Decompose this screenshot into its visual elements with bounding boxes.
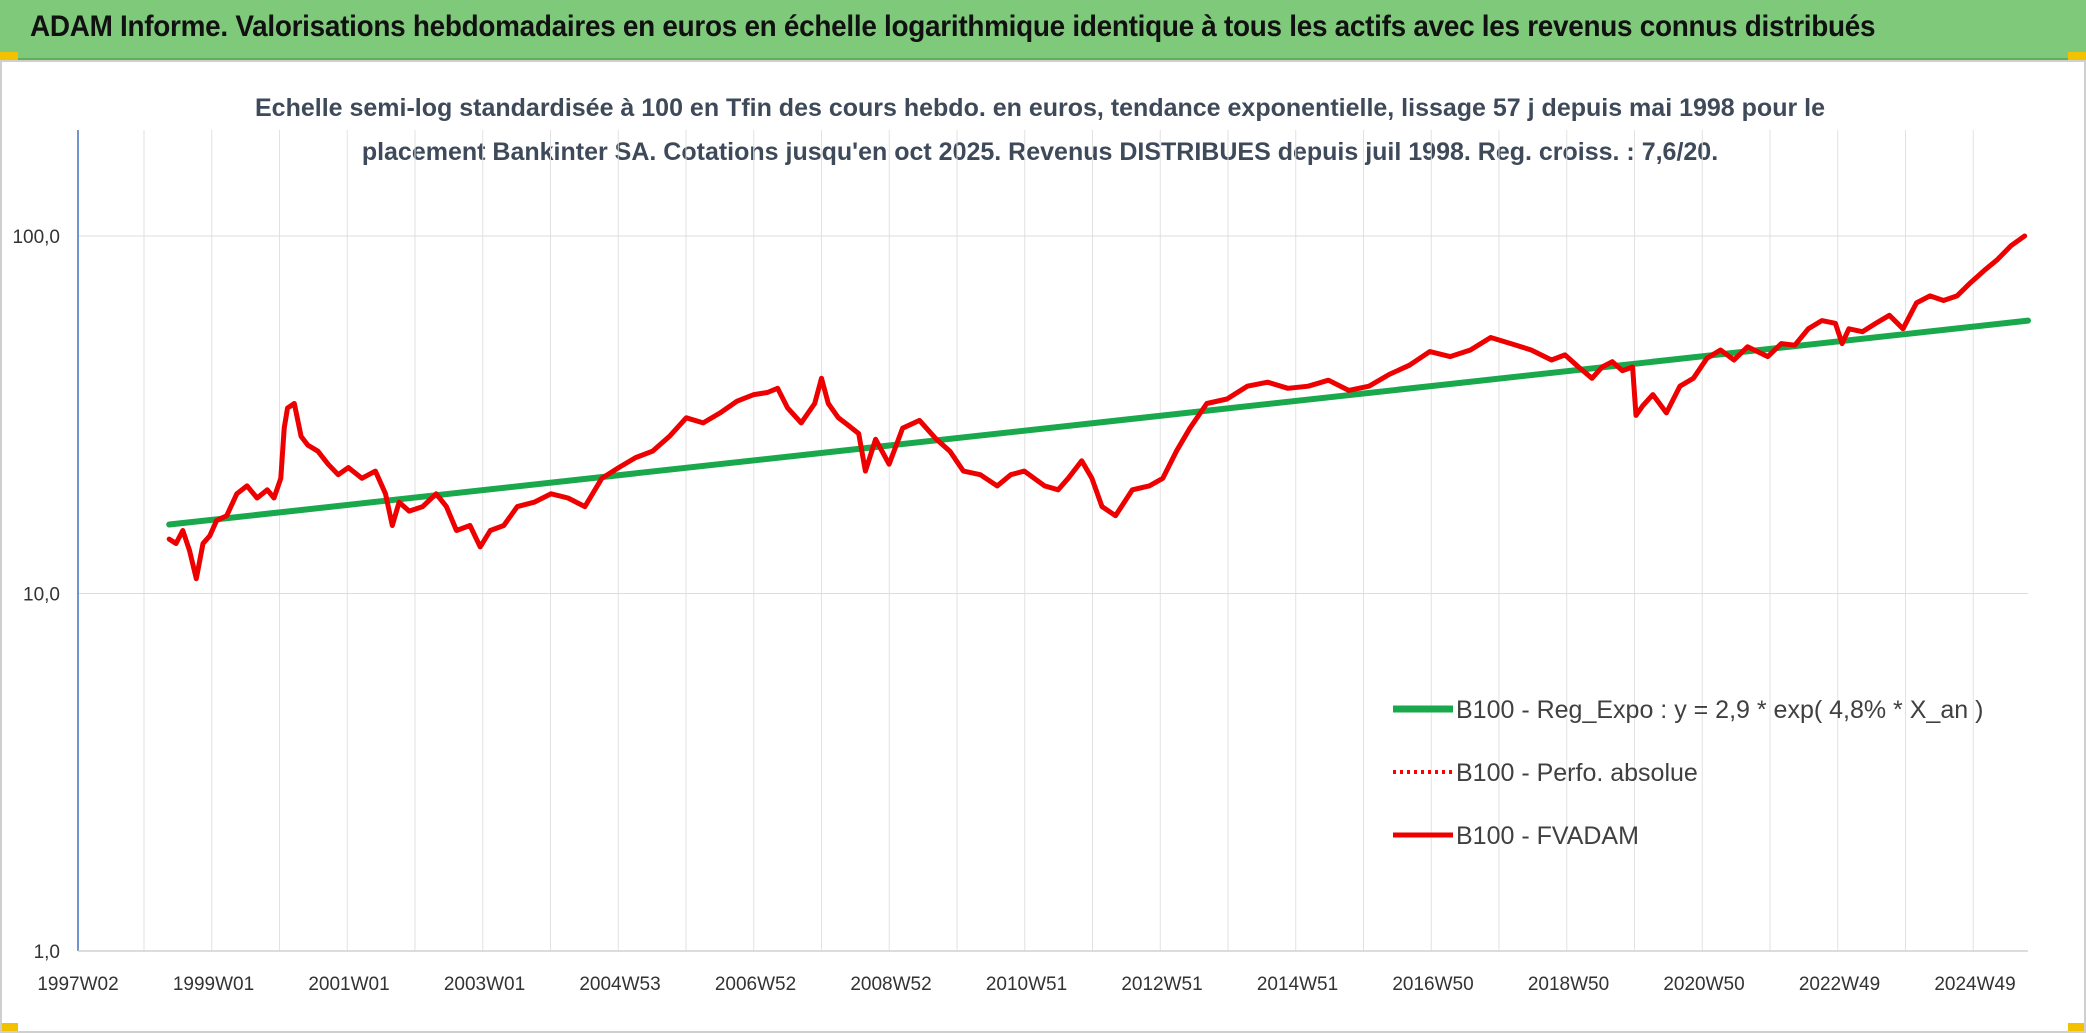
y-tick-label: 1,0 bbox=[34, 942, 60, 963]
x-tick-label: 2020W50 bbox=[1663, 974, 1744, 995]
y-tick-label: 100,0 bbox=[12, 227, 60, 248]
x-tick-label: 2024W49 bbox=[1934, 974, 2015, 995]
x-tick-label: 2018W50 bbox=[1528, 974, 1609, 995]
x-tick-label: 2001W01 bbox=[308, 974, 389, 995]
chart-title: Echelle semi-log standardisée à 100 en T… bbox=[160, 86, 1920, 174]
corner-marker bbox=[0, 52, 18, 62]
x-tick-label: 2004W53 bbox=[579, 974, 660, 995]
x-tick-label: 2003W01 bbox=[444, 974, 525, 995]
corner-marker bbox=[2068, 52, 2086, 62]
x-tick-label: 2012W51 bbox=[1121, 974, 1202, 995]
fvadam-series-line bbox=[166, 233, 2028, 582]
report-title: ADAM Informe. Valorisations hebdomadaire… bbox=[30, 10, 1876, 43]
title-banner: ADAM Informe. Valorisations hebdomadaire… bbox=[0, 0, 2086, 60]
corner-marker bbox=[2068, 1023, 2086, 1033]
legend-entry-label: B100 - Perfo. absolue bbox=[1456, 759, 1698, 787]
x-tick-label: 2008W52 bbox=[850, 974, 931, 995]
regression-series-line bbox=[166, 317, 2031, 528]
x-tick-label: 2022W49 bbox=[1799, 974, 1880, 995]
chart-title-line-1: Echelle semi-log standardisée à 100 en T… bbox=[255, 94, 1825, 122]
x-tick-label: 1999W01 bbox=[173, 974, 254, 995]
chart-frame bbox=[0, 60, 2086, 1033]
x-tick-label: 2014W51 bbox=[1257, 974, 1338, 995]
y-tick-label: 10,0 bbox=[23, 585, 60, 606]
corner-marker bbox=[0, 1023, 18, 1033]
legend-entry-label: B100 - Reg_Expo : y = 2,9 * exp( 4,8% * … bbox=[1456, 696, 1983, 724]
chart-title-line-2: placement Bankinter SA. Cotations jusqu'… bbox=[361, 138, 1719, 166]
legend-entry-label: B100 - FVADAM bbox=[1456, 822, 1639, 850]
x-tick-label: 1997W02 bbox=[37, 974, 118, 995]
x-tick-label: 2010W51 bbox=[986, 974, 1067, 995]
x-tick-label: 2016W50 bbox=[1392, 974, 1473, 995]
x-tick-label: 2006W52 bbox=[715, 974, 796, 995]
